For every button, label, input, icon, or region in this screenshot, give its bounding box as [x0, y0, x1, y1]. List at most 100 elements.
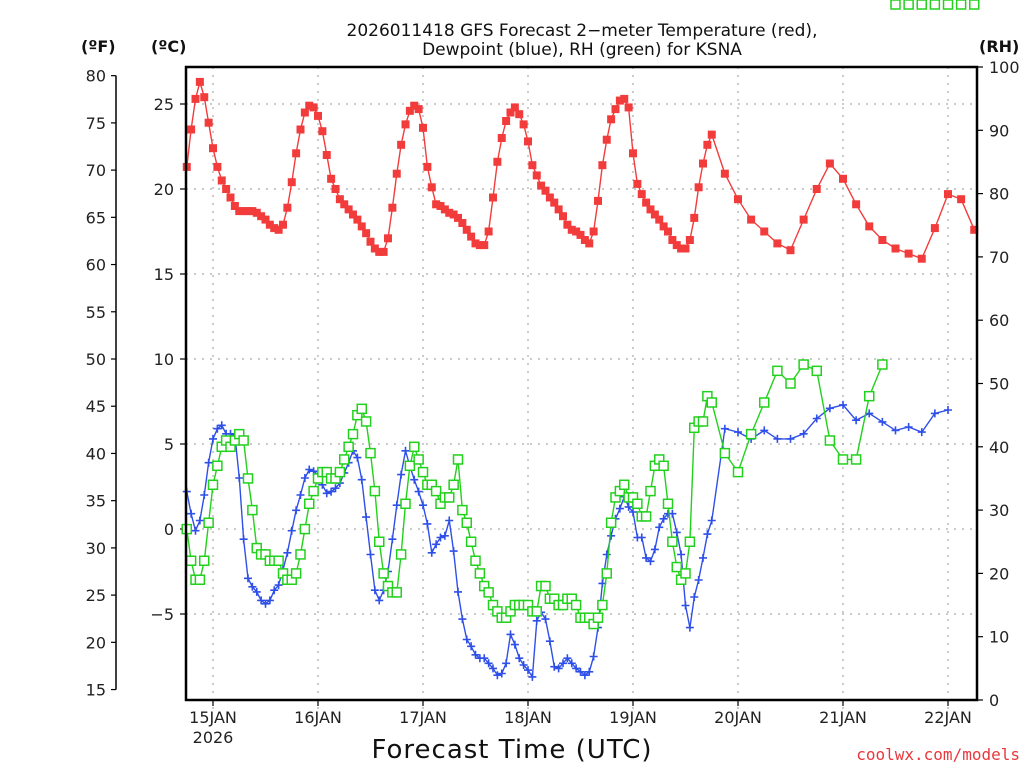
temperature-point — [659, 222, 668, 231]
temperature-point — [594, 196, 602, 205]
dewpoint-point — [436, 533, 445, 542]
credit-link[interactable]: coolwx.com/models — [856, 745, 1020, 764]
dewpoint-point — [629, 508, 637, 516]
temperature-point — [852, 200, 861, 209]
temperature-point — [589, 227, 598, 236]
temperature-point — [427, 183, 436, 192]
temperature-point — [405, 106, 414, 115]
temperature-point — [362, 229, 371, 238]
temperature-point — [384, 234, 392, 243]
rh-point — [697, 416, 709, 427]
temperature-point — [799, 215, 808, 224]
dewpoint-point — [576, 667, 585, 676]
dewpoint-point — [694, 576, 703, 584]
temperature-point — [340, 200, 349, 209]
temperature-point — [524, 137, 532, 146]
rh-tick-label: 40 — [989, 438, 1009, 457]
rh-point — [671, 561, 682, 573]
temperature-point — [292, 149, 301, 158]
fahrenheit-tick-label: 35 — [86, 492, 106, 511]
rh-point — [667, 536, 678, 547]
temperature-point — [944, 190, 952, 199]
rh-point — [452, 454, 464, 465]
dewpoint-point — [445, 516, 454, 525]
x-tick-label: 18JAN — [504, 708, 552, 727]
temperature-point — [335, 195, 344, 204]
rh-point — [531, 606, 542, 617]
rh-point — [290, 568, 302, 579]
temperature-point — [252, 208, 261, 217]
rh-point — [785, 378, 796, 389]
dewpoint-point — [397, 470, 406, 479]
dewpoint-point — [270, 586, 279, 595]
rh-tick-label: 10 — [989, 628, 1009, 647]
temperature-point — [510, 103, 519, 112]
temperature-point — [611, 105, 620, 114]
temperature-point — [226, 193, 235, 202]
dewpoint-point — [366, 550, 375, 559]
fahrenheit-tick-label: 75 — [86, 114, 106, 133]
temperature-point — [462, 225, 471, 234]
temperature-point — [257, 212, 266, 221]
dewpoint-point — [204, 458, 213, 467]
rh-point — [308, 485, 319, 497]
temperature-point — [322, 151, 331, 159]
dewpoint-point — [524, 666, 532, 675]
rh-tick-label: 30 — [989, 501, 1009, 520]
dewpoint-point — [572, 664, 581, 673]
temperature-point — [672, 241, 681, 250]
dewpoint-point — [449, 547, 458, 556]
dewpoint-point — [239, 535, 248, 544]
dewpoint-point — [331, 484, 340, 493]
temperature-point — [904, 249, 913, 258]
dewpoint-point — [357, 475, 366, 484]
dewpoint-point — [419, 501, 427, 510]
temperature-point — [436, 202, 445, 210]
temperature-point — [602, 135, 611, 144]
rh-point — [334, 466, 346, 478]
rh-point — [369, 485, 381, 497]
rh-point — [601, 568, 612, 579]
temperature-point — [734, 195, 742, 204]
temperature-point — [458, 219, 467, 227]
fahrenheit-tick-label: 65 — [86, 208, 106, 227]
dewpoint-point — [327, 487, 336, 496]
dewpoint-point — [646, 557, 655, 566]
dewpoint-point — [563, 654, 572, 663]
rh-tick-label: 60 — [989, 311, 1009, 330]
dewpoint-point — [690, 593, 699, 601]
temperature-point — [957, 195, 966, 204]
dewpoint-point — [541, 615, 550, 624]
temperature-point — [502, 117, 511, 125]
dewpoint-point — [607, 531, 616, 540]
rh-point — [365, 447, 376, 459]
chart-title-line1: 2026011418 GFS Forecast 2−meter Temperat… — [347, 21, 818, 41]
dewpoint-point — [852, 416, 861, 425]
temperature-point — [261, 215, 270, 224]
x-tick-label: 16JAN — [294, 708, 342, 727]
temperature-point — [528, 161, 537, 170]
temperature-point — [248, 207, 257, 216]
dewpoint-point — [585, 667, 594, 676]
dewpoint-point — [200, 491, 209, 499]
temperature-point — [646, 205, 655, 214]
dewpoint-point — [825, 404, 834, 413]
dewpoint-point — [305, 465, 314, 474]
dewpoint-point — [287, 526, 296, 535]
dewpoint-point — [506, 630, 515, 639]
temperature-point — [314, 111, 322, 120]
temperature-point — [213, 162, 222, 171]
temperature-point — [563, 220, 572, 229]
dewpoint-point — [760, 426, 769, 435]
dewpoint-point — [891, 426, 900, 435]
temperature-point — [694, 183, 703, 192]
rh-point — [242, 473, 254, 484]
temperature-point — [475, 241, 484, 250]
dewpoint-point — [375, 596, 384, 605]
series-layer — [182, 0, 980, 681]
rh-point — [470, 555, 481, 566]
temperature-point — [655, 215, 664, 224]
celsius-tick-label: 0 — [164, 520, 174, 539]
dewpoint-point — [720, 424, 729, 433]
